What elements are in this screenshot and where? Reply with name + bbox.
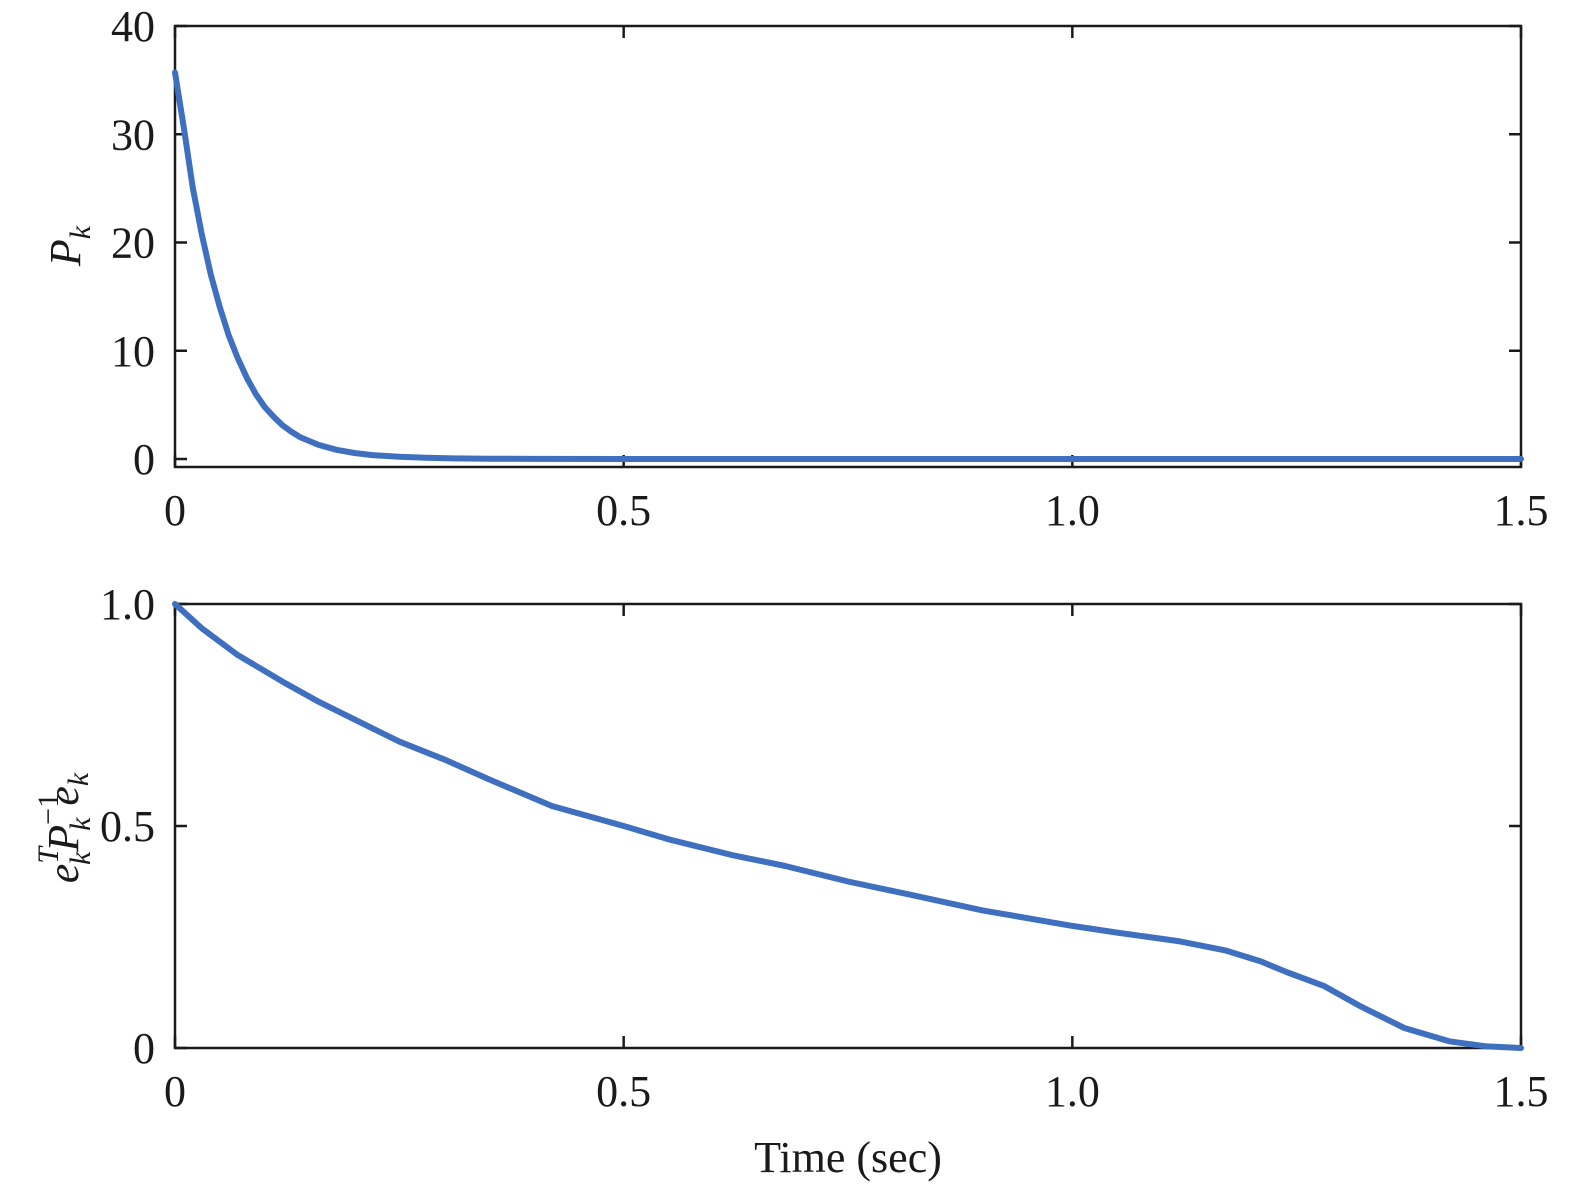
bottom-plot-series (172, 601, 1524, 1051)
top-plot-series (172, 69, 1524, 462)
top-plot-frame (173, 24, 1523, 469)
top-y-tick-label: 0 (133, 435, 155, 484)
bottom-series-line (172, 601, 1524, 1051)
top-x-tick-label: 1.0 (1045, 486, 1100, 535)
top-x-tick-label: 1.5 (1494, 486, 1549, 535)
top-y-tick-label: 40 (111, 2, 155, 51)
bottom-plot-x-axis-label: Time (sec) (754, 1133, 942, 1182)
ylabel-k3: k (62, 772, 95, 786)
ylabel-e1: e (39, 864, 88, 884)
bottom-x-tick-label: 0.5 (596, 1067, 651, 1116)
top-y-tick-label: 10 (111, 327, 155, 376)
bottom-plot-panel: 0 0.5 1.0 1.500.51.0 eTkP−1kek Time (sec) (32, 580, 1549, 1182)
bottom-y-tick-label: 1.0 (100, 580, 155, 629)
ylabel-e2: e (39, 786, 88, 806)
top-x-tick-label: 0 (164, 486, 186, 535)
bottom-y-tick-label: 0.5 (100, 802, 155, 851)
top-y-tick-label: 30 (111, 110, 155, 159)
top-ylabel-base: P (41, 239, 90, 267)
bottom-x-tick-label: 0 (164, 1067, 186, 1116)
top-plot-ticks (173, 24, 1523, 467)
top-plot-y-axis-label: Pk (41, 225, 97, 267)
ylabel-k1: k (64, 851, 97, 865)
bottom-y-tick-label: 0 (133, 1024, 155, 1073)
top-plot-tick-labels: 0 0.5 1.0 1.5 0 10 20 30 40 (111, 2, 1549, 535)
top-y-tick-label: 20 (111, 219, 155, 268)
bottom-plot-y-axis-label: eTkP−1kek (32, 772, 97, 883)
top-x-tick-label: 0.5 (596, 486, 651, 535)
bottom-x-tick-label: 1.5 (1494, 1067, 1549, 1116)
top-plot-panel: 0 0.5 1.0 1.5 0 10 20 30 40 Pk (41, 2, 1549, 535)
ylabel-P: P (39, 825, 88, 853)
top-ylabel-sub: k (64, 225, 97, 239)
ylabel-inv: −1 (32, 793, 65, 825)
bottom-x-tick-label: 1.0 (1045, 1067, 1100, 1116)
ylabel-T: T (32, 845, 65, 864)
ylabel-k2: k (64, 817, 97, 831)
top-series-line (172, 69, 1524, 462)
bottom-plot-tick-labels: 0 0.5 1.0 1.5 0 0.5 1.0 (100, 580, 1549, 1116)
